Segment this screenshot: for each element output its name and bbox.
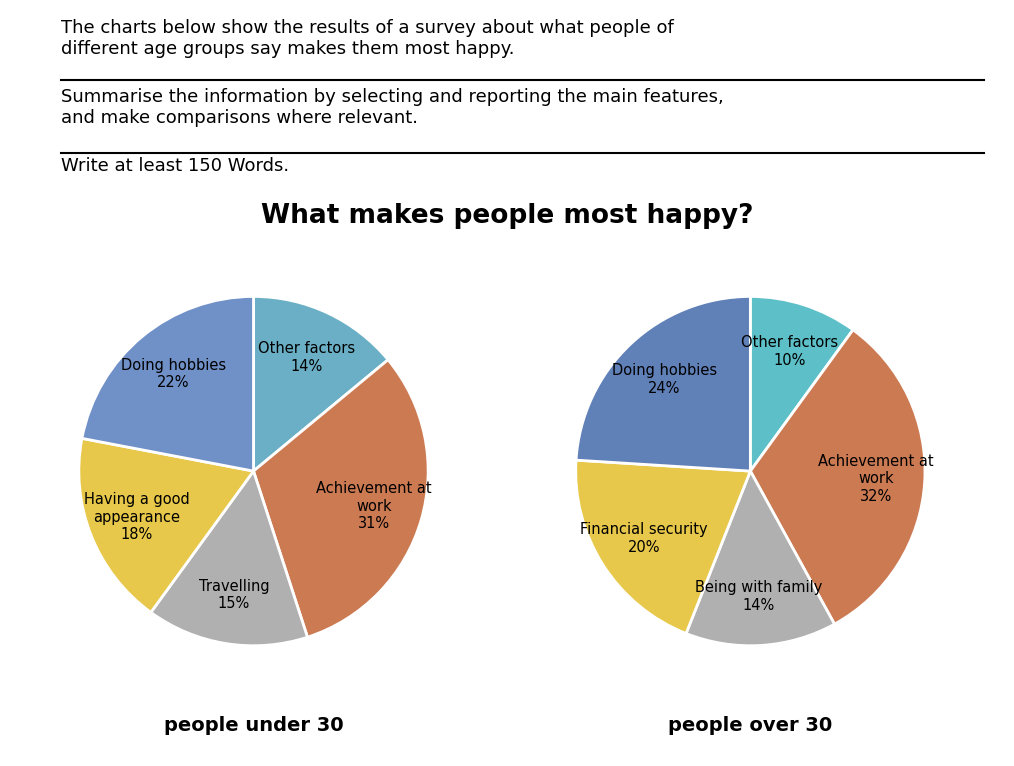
Text: Achievement at
work
31%: Achievement at work 31% [316,481,432,531]
Text: Other factors
14%: Other factors 14% [259,341,356,374]
Text: Achievement at
work
32%: Achievement at work 32% [818,454,934,504]
Text: The charts below show the results of a survey about what people of
different age: The charts below show the results of a s… [61,19,673,58]
Wedge shape [79,438,254,612]
Text: What makes people most happy?: What makes people most happy? [261,203,753,229]
Text: Financial security
20%: Financial security 20% [580,522,708,555]
Wedge shape [576,296,750,471]
Text: Travelling
15%: Travelling 15% [199,579,269,611]
Text: Write at least 150 Words.: Write at least 150 Words. [61,157,289,175]
Text: Other factors
10%: Other factors 10% [740,336,838,368]
Wedge shape [750,330,925,624]
Wedge shape [750,296,853,471]
Wedge shape [576,460,750,633]
Wedge shape [82,296,254,471]
Wedge shape [151,471,307,646]
Text: Doing hobbies
22%: Doing hobbies 22% [121,358,226,391]
Wedge shape [254,360,428,637]
Text: Having a good
appearance
18%: Having a good appearance 18% [84,493,190,542]
Text: Being with family
14%: Being with family 14% [695,581,822,613]
Text: people under 30: people under 30 [163,715,344,735]
Text: people over 30: people over 30 [668,715,832,735]
Text: Doing hobbies
24%: Doing hobbies 24% [611,363,717,395]
Text: Summarise the information by selecting and reporting the main features,
and make: Summarise the information by selecting a… [61,88,724,127]
Wedge shape [254,296,388,471]
Wedge shape [686,471,835,646]
